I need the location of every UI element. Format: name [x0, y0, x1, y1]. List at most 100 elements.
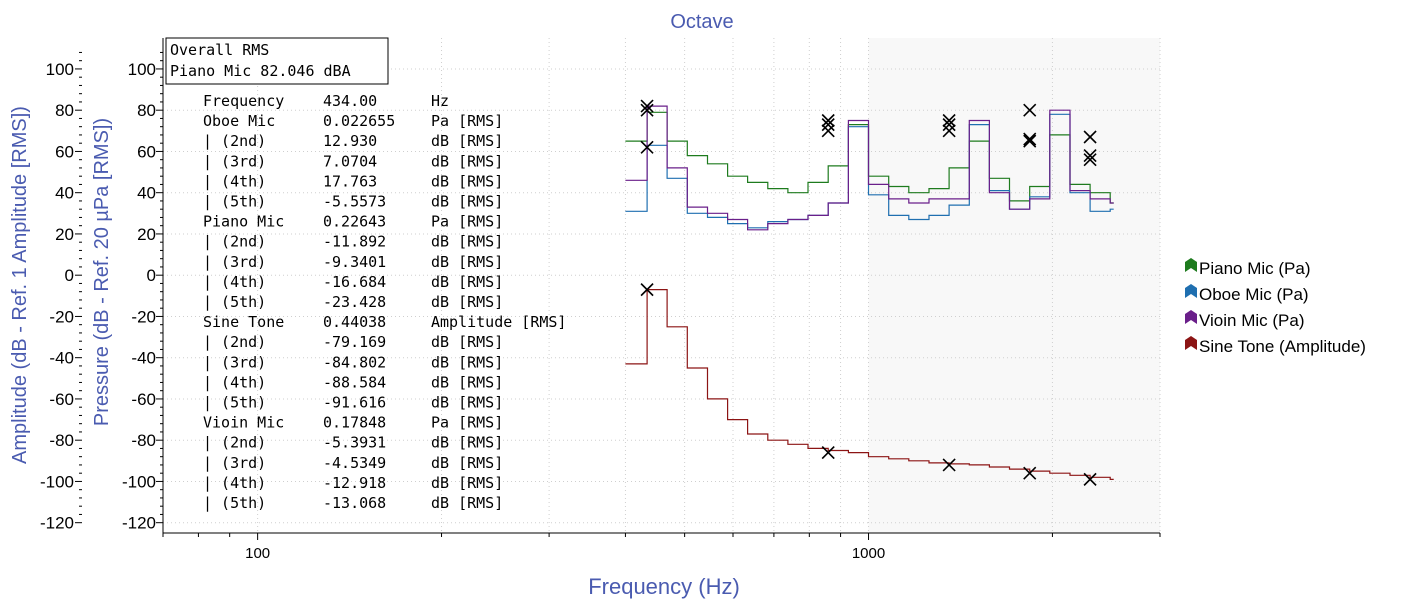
readout-unit: dB [RMS]: [431, 394, 503, 412]
readout-unit: dB [RMS]: [431, 333, 503, 351]
series-layer: [625, 105, 1114, 480]
marker-stroke: [1083, 472, 1097, 486]
readout-value: -23.428: [323, 293, 386, 311]
readout-label: | (3rd): [203, 152, 266, 170]
harmonic-marker: [1023, 132, 1037, 146]
readout-unit: dB [RMS]: [431, 434, 503, 452]
readout-label: | (5th): [203, 494, 266, 512]
readout-unit: dB [RMS]: [431, 293, 503, 311]
harmonic-marker: [640, 99, 654, 113]
y-tick-label-outer: 20: [55, 225, 74, 244]
marker-stroke: [640, 283, 654, 297]
marker-stroke: [640, 99, 654, 113]
readout-value: -79.169: [323, 333, 386, 351]
readout-value: 0.44038: [323, 313, 386, 331]
harmonic-marker: [640, 283, 654, 297]
y-tick-label-inner: -60: [131, 390, 156, 409]
y-tick-label-outer: -60: [49, 390, 74, 409]
readout-label: | (4th): [203, 474, 266, 492]
series-line-2: [625, 105, 1114, 231]
legend-label: Sine Tone (Amplitude): [1199, 337, 1366, 356]
harmonic-marker: [640, 140, 654, 154]
y-tick-label-outer: 100: [46, 60, 74, 79]
series-line-3: [625, 289, 1114, 480]
readout-label: Vioin Mic: [203, 414, 284, 432]
series-line-1: [625, 113, 1114, 229]
readout-value: 0.22643: [323, 213, 386, 231]
readout-value: -88.584: [323, 373, 386, 391]
y-tick-label-outer: 80: [55, 101, 74, 120]
y-tick-label-inner: -120: [122, 514, 156, 533]
harmonic-marker: [640, 103, 654, 117]
marker-stroke: [1083, 130, 1097, 144]
readout-unit: dB [RMS]: [431, 172, 503, 190]
marker-stroke: [1023, 103, 1037, 117]
readout-unit: dB [RMS]: [431, 152, 503, 170]
readout-value: 0.022655: [323, 112, 395, 130]
readout-label: | (5th): [203, 193, 266, 211]
x-tick-label: 100: [245, 545, 270, 562]
marker-stroke: [640, 103, 654, 117]
legend-label: Oboe Mic (Pa): [1199, 285, 1309, 304]
harmonic-marker: [1083, 148, 1097, 163]
y-tick-label-inner: 40: [137, 184, 156, 203]
readout-value: 434.00: [323, 92, 377, 110]
y-tick-label-inner: 100: [128, 60, 156, 79]
harmonic-marker: [1023, 134, 1037, 148]
legend-swatch: [1185, 258, 1197, 272]
overall-rms-box: Overall RMS Piano Mic 82.046 dBA: [165, 37, 389, 85]
readout-value: 7.0704: [323, 152, 377, 170]
readout-label: | (3rd): [203, 253, 266, 271]
harmonic-marker: [821, 118, 835, 132]
y-axis-label-outer: Amplitude (dB - Ref. 1 Amplitude [RMS]): [9, 106, 31, 464]
plot-bg-left: [163, 38, 869, 533]
marker-stroke: [640, 140, 654, 154]
readout-label: | (5th): [203, 394, 266, 412]
harmonic-marker: [1083, 153, 1097, 167]
readout-value: 0.17848: [323, 414, 386, 432]
harmonic-marker: [942, 113, 956, 128]
readout-unit: dB [RMS]: [431, 454, 503, 472]
readout-unit: Pa [RMS]: [431, 414, 503, 432]
readout-value: 12.930: [323, 132, 377, 150]
marker-stroke: [1083, 153, 1097, 167]
readout-value: -16.684: [323, 273, 386, 291]
legend-swatch: [1185, 284, 1197, 298]
readout-label: | (4th): [203, 273, 266, 291]
y-tick-label-outer: -20: [49, 307, 74, 326]
readout-value: -13.068: [323, 494, 386, 512]
y-tick-label-outer: -120: [40, 514, 74, 533]
harmonic-marker: [942, 458, 956, 472]
y-tick-label-outer: 40: [55, 184, 74, 203]
readout-value: -5.3931: [323, 434, 386, 452]
readout-unit: dB [RMS]: [431, 233, 503, 251]
axes: -120 -120 -100 -100 -80 -80 -60 -60 -40 -40 -20 -20…: [40, 38, 1161, 562]
overall-rms-title: Overall RMS: [170, 41, 269, 59]
harmonic-marker: [821, 113, 835, 128]
harmonic-marker: [1023, 466, 1037, 480]
readout-label: Sine Tone: [203, 313, 284, 331]
y-tick-label-inner: -80: [131, 431, 156, 450]
harmonic-marker: [1083, 130, 1097, 144]
plot-area: [163, 38, 1160, 533]
y-tick-label-outer: 60: [55, 142, 74, 161]
y-tick-label-outer: -80: [49, 431, 74, 450]
marker-stroke: [942, 118, 956, 132]
marker-stroke: [942, 124, 956, 138]
y-tick-label-inner: 0: [147, 266, 156, 285]
marker-stroke: [821, 445, 835, 460]
readout-label: | (2nd): [203, 132, 266, 150]
readout-value: -12.918: [323, 474, 386, 492]
readout-label: Oboe Mic: [203, 112, 275, 130]
readout-panel: Frequency 434.00 Hz Oboe Mic 0.022655 Pa [RMS…: [203, 92, 566, 512]
harmonic-marker: [1023, 103, 1037, 117]
x-tick-label: 1000: [852, 545, 885, 562]
readout-value: -91.616: [323, 394, 386, 412]
readout-unit: dB [RMS]: [431, 494, 503, 512]
plot-bg-right: [868, 38, 1160, 533]
readout-label: | (3rd): [203, 353, 266, 371]
x-axis-label: Frequency (Hz): [588, 574, 740, 599]
legend-swatch: [1185, 310, 1197, 324]
readout-label: | (3rd): [203, 454, 266, 472]
